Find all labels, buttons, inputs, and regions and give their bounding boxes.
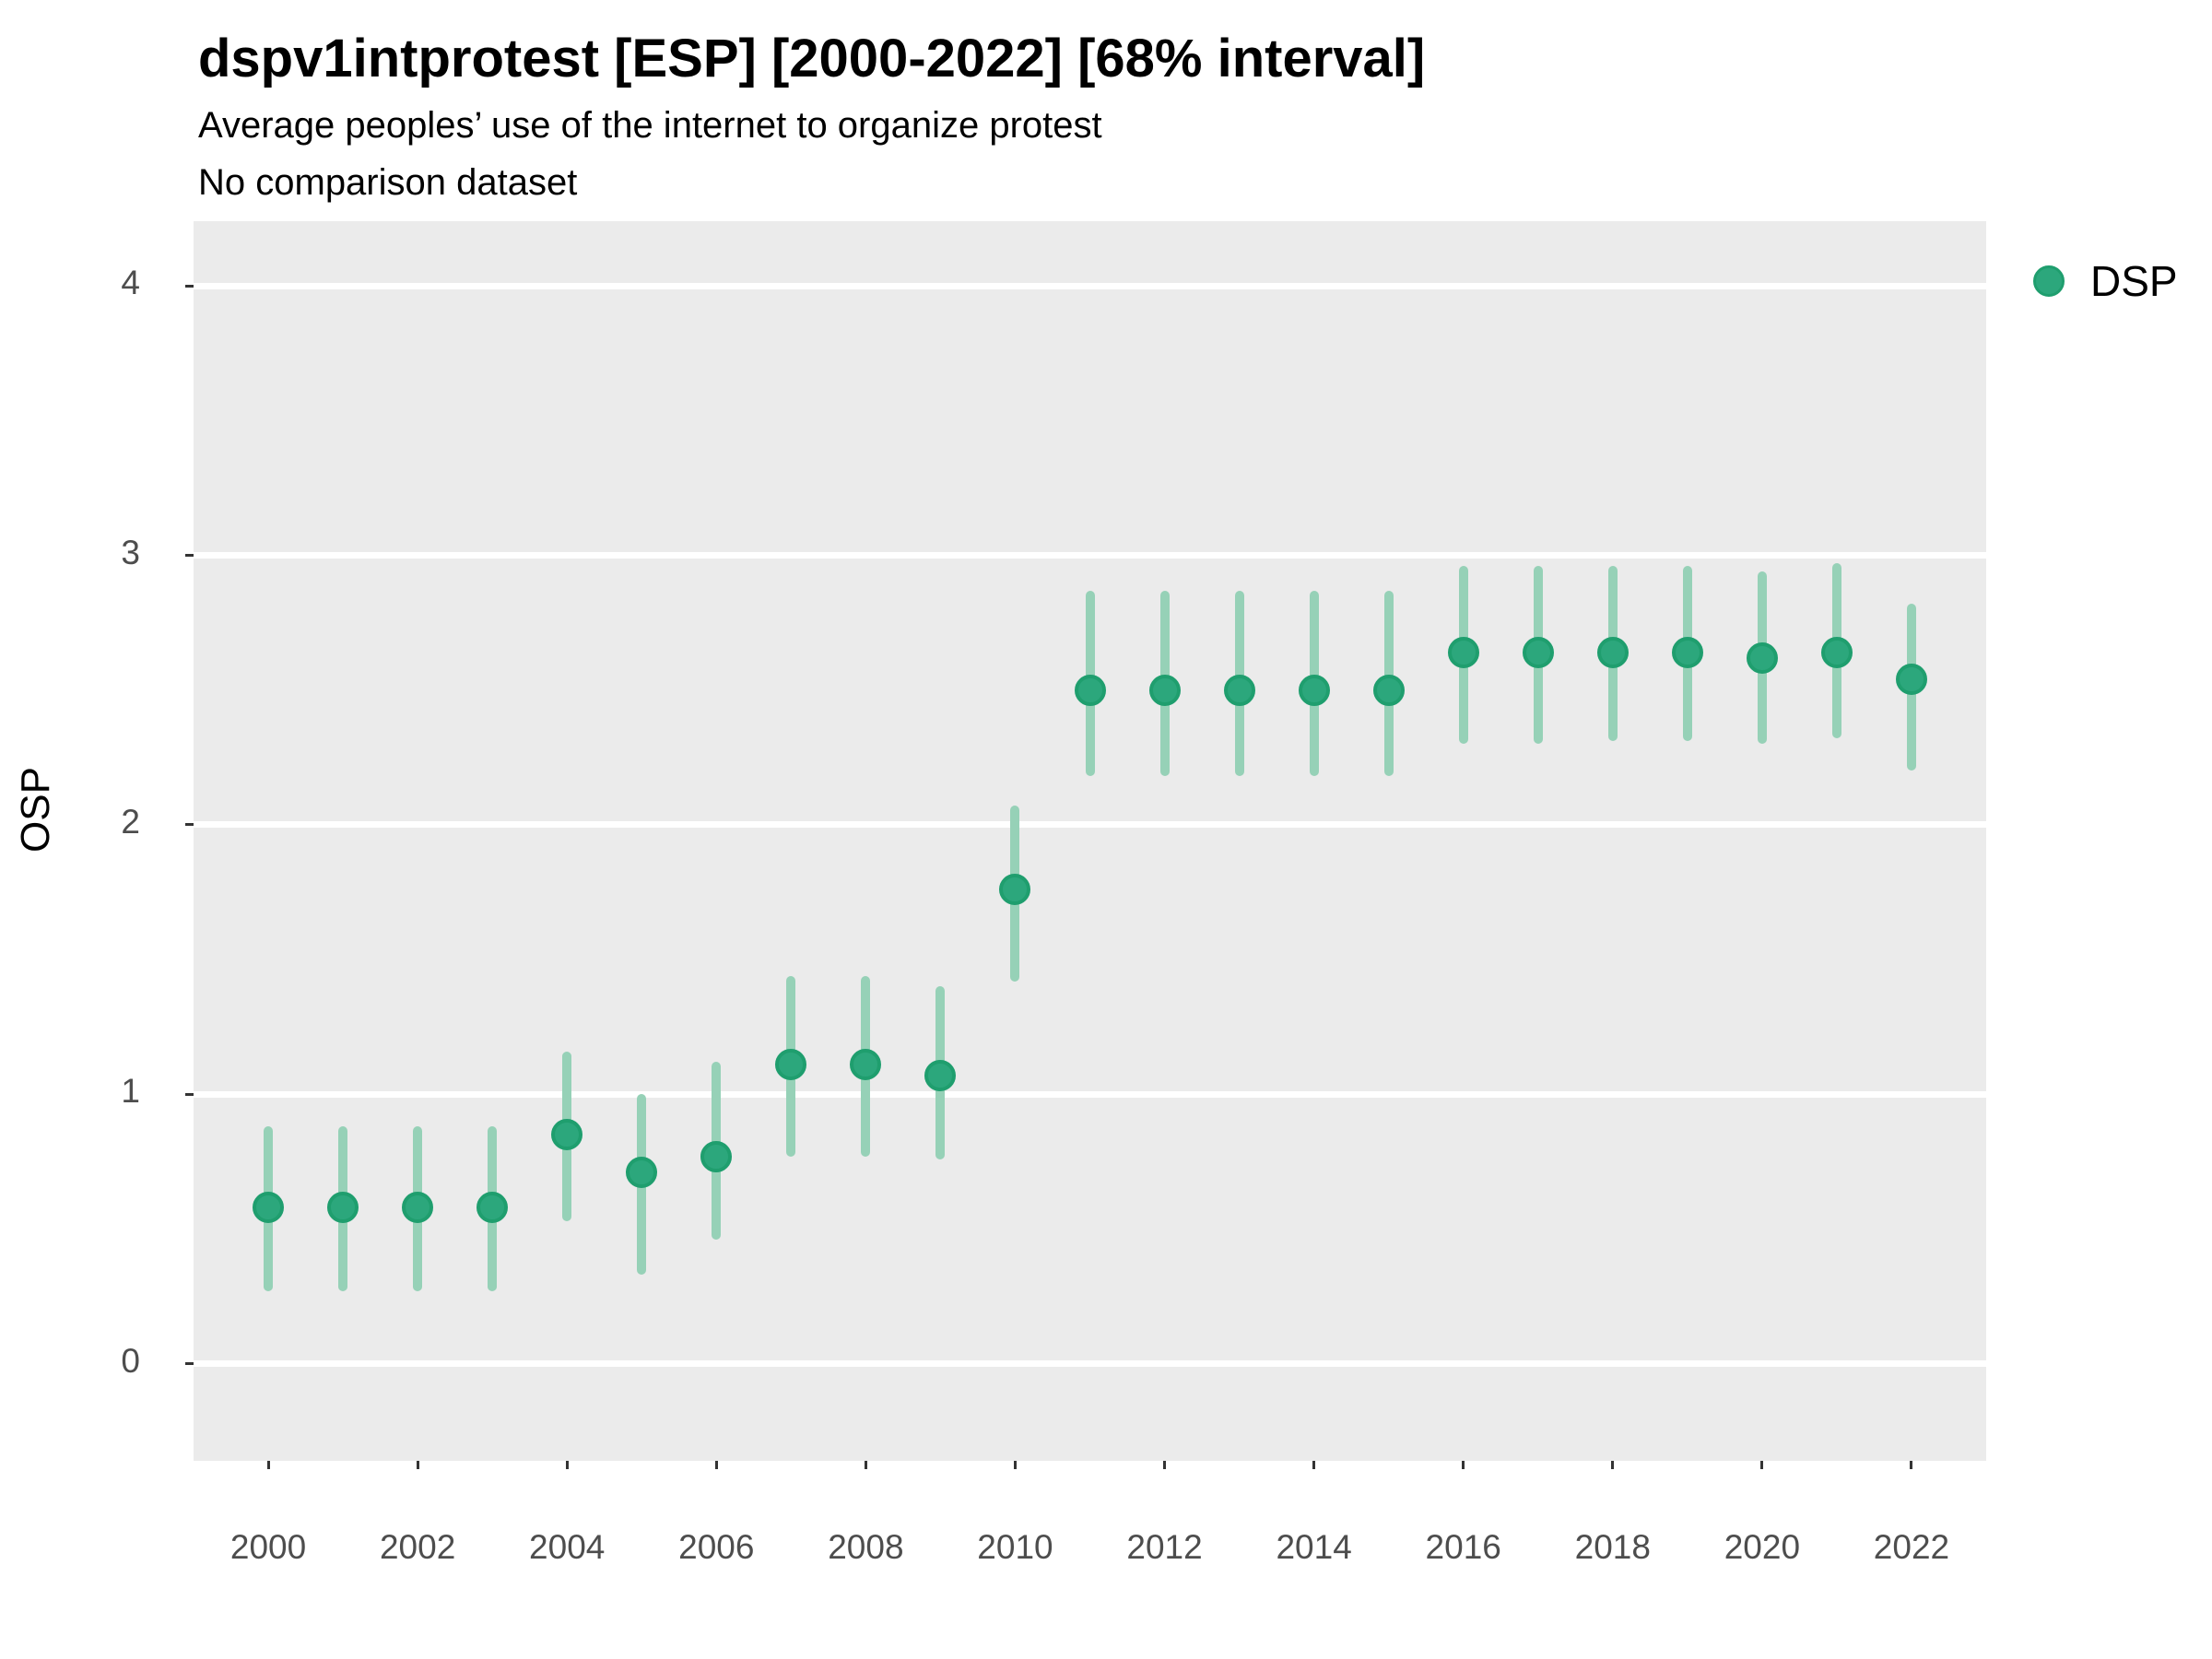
data-point-2008 [850,1049,882,1081]
data-point-2021 [1820,636,1853,668]
data-point-2010 [999,874,1031,906]
legend-label: DSP [2090,257,2178,305]
chart-title: dspv1intprotest [ESP] [2000-2022] [68% i… [198,29,1426,88]
x-tick-label: 2002 [379,1528,456,1566]
x-tickmark [266,1461,270,1469]
x-tick-label: 2020 [1724,1528,1801,1566]
y-tickmark [185,554,194,558]
data-point-2014 [1298,674,1330,706]
data-point-2002 [402,1192,434,1224]
legend-point-icon [2033,265,2065,297]
x-tick-label: 2018 [1574,1528,1651,1566]
data-point-2001 [327,1192,359,1224]
y-tick-label: 2 [121,802,140,841]
data-point-2009 [924,1059,957,1091]
x-tickmark [714,1461,718,1469]
chart-subtitle: Average peoples’ use of the internet to … [198,105,1102,146]
y-tick-label: 0 [121,1341,140,1380]
y-tickmark [185,1092,194,1096]
gridline-y-4 [194,282,1986,289]
y-tickmark [185,823,194,827]
x-tickmark [565,1461,569,1469]
x-tick-label: 2004 [529,1528,606,1566]
data-point-2003 [477,1192,509,1224]
x-tickmark [1910,1461,1913,1469]
y-tick-label: 3 [121,533,140,571]
data-point-2013 [1223,674,1255,706]
plot-panel [194,221,1986,1461]
data-point-2007 [775,1049,807,1081]
data-point-2012 [1148,674,1181,706]
data-point-2017 [1522,636,1554,668]
x-tick-label: 2010 [977,1528,1053,1566]
data-point-2022 [1895,664,1927,696]
y-tick-label: 1 [121,1072,140,1111]
data-point-2018 [1596,636,1629,668]
data-point-2000 [253,1192,285,1224]
gridline-y-1 [194,1090,1986,1098]
data-point-2015 [1372,674,1405,706]
x-tick-label: 2014 [1276,1528,1352,1566]
x-tick-label: 2006 [678,1528,755,1566]
x-tick-label: 2012 [1126,1528,1203,1566]
gridline-y-3 [194,552,1986,559]
data-point-2011 [1074,674,1106,706]
data-point-2004 [551,1119,583,1151]
x-tickmark [416,1461,419,1469]
x-tickmark [864,1461,867,1469]
x-tickmark [1462,1461,1465,1469]
chart-comparison-note: No comparison dataset [198,162,578,203]
y-tickmark [185,1362,194,1366]
x-tickmark [1611,1461,1615,1469]
x-tickmark [1760,1461,1764,1469]
x-tick-label: 2016 [1425,1528,1501,1566]
x-tickmark [1013,1461,1017,1469]
y-tick-label: 4 [121,264,140,302]
x-tick-label: 2000 [229,1528,307,1566]
x-tickmark [1163,1461,1167,1469]
x-tickmark [1312,1461,1316,1469]
y-tickmark [185,284,194,288]
data-point-2016 [1447,636,1479,668]
legend: DSP [2033,256,2178,306]
data-point-2019 [1671,636,1703,668]
gridline-y-0 [194,1360,1986,1368]
data-point-2005 [626,1157,658,1189]
data-point-2020 [1746,641,1778,674]
x-tick-label: 2022 [1873,1528,1950,1566]
gridline-y-2 [194,821,1986,829]
x-tick-label: 2008 [828,1528,904,1566]
data-point-2006 [700,1140,733,1172]
